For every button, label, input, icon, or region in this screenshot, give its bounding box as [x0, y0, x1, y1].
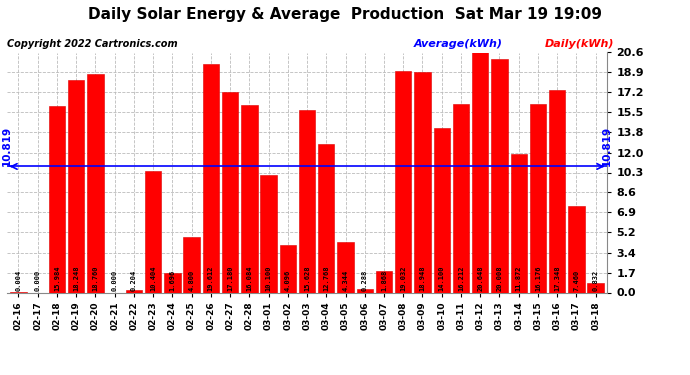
Bar: [433, 128, 450, 292]
Bar: [184, 237, 200, 292]
Bar: [395, 71, 411, 292]
Bar: [279, 245, 296, 292]
Text: 4.096: 4.096: [285, 270, 290, 291]
Text: 18.248: 18.248: [73, 265, 79, 291]
Bar: [49, 106, 65, 292]
Text: 16.084: 16.084: [246, 265, 253, 291]
Text: 10.100: 10.100: [266, 265, 272, 291]
Bar: [511, 154, 527, 292]
Text: 0.832: 0.832: [593, 270, 599, 291]
Text: 10.819: 10.819: [2, 126, 12, 166]
Text: 14.100: 14.100: [439, 265, 445, 291]
Bar: [472, 52, 489, 292]
Text: 20.008: 20.008: [496, 265, 502, 291]
Bar: [453, 104, 469, 292]
Text: 1.868: 1.868: [381, 270, 387, 291]
Text: 16.176: 16.176: [535, 265, 541, 291]
Bar: [414, 72, 431, 292]
Text: Copyright 2022 Cartronics.com: Copyright 2022 Cartronics.com: [7, 39, 177, 50]
Text: 11.872: 11.872: [515, 265, 522, 291]
Bar: [87, 74, 104, 292]
Text: 16.212: 16.212: [458, 265, 464, 291]
Bar: [587, 283, 604, 292]
Text: 0.204: 0.204: [131, 270, 137, 291]
Bar: [126, 290, 142, 292]
Bar: [145, 171, 161, 292]
Bar: [549, 90, 565, 292]
Text: 15.984: 15.984: [54, 265, 60, 291]
Text: 4.800: 4.800: [188, 270, 195, 291]
Bar: [260, 175, 277, 292]
Bar: [569, 206, 584, 292]
Bar: [491, 59, 508, 292]
Text: Daily(kWh): Daily(kWh): [545, 39, 615, 50]
Bar: [203, 64, 219, 292]
Text: 4.344: 4.344: [342, 270, 348, 291]
Bar: [222, 92, 238, 292]
Text: 18.948: 18.948: [420, 265, 426, 291]
Text: 17.180: 17.180: [227, 265, 233, 291]
Text: 0.000: 0.000: [112, 270, 118, 291]
Text: 0.004: 0.004: [15, 270, 21, 291]
Text: 15.628: 15.628: [304, 265, 310, 291]
Text: 19.032: 19.032: [400, 265, 406, 291]
Text: Average(kWh): Average(kWh): [414, 39, 503, 50]
Text: 7.460: 7.460: [573, 270, 580, 291]
Text: 10.404: 10.404: [150, 265, 156, 291]
Bar: [376, 271, 392, 292]
Text: 20.648: 20.648: [477, 265, 483, 291]
Bar: [299, 110, 315, 292]
Bar: [337, 242, 354, 292]
Bar: [241, 105, 257, 292]
Text: 18.760: 18.760: [92, 265, 99, 291]
Text: 1.696: 1.696: [169, 270, 175, 291]
Text: 17.348: 17.348: [554, 265, 560, 291]
Text: 0.288: 0.288: [362, 270, 368, 291]
Bar: [530, 104, 546, 292]
Bar: [357, 289, 373, 292]
Text: Daily Solar Energy & Average  Production  Sat Mar 19 19:09: Daily Solar Energy & Average Production …: [88, 8, 602, 22]
Text: 12.768: 12.768: [324, 265, 329, 291]
Bar: [164, 273, 181, 292]
Text: 0.000: 0.000: [34, 270, 41, 291]
Text: 19.612: 19.612: [208, 265, 214, 291]
Text: 10.819: 10.819: [602, 126, 612, 166]
Bar: [68, 80, 84, 292]
Bar: [318, 144, 335, 292]
